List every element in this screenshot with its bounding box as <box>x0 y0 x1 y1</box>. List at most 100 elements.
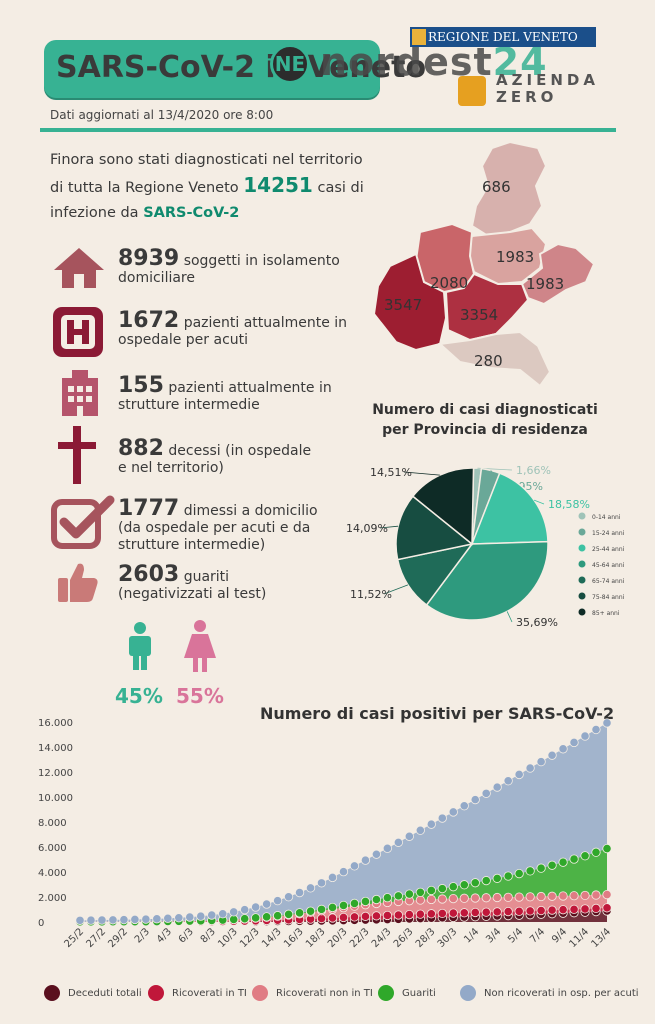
legend-label: Ricoverati non in TI <box>276 988 373 999</box>
pie-legend-label: 25-44 anni <box>592 546 625 553</box>
pie-data-label: 18,58% <box>548 498 590 511</box>
data-point <box>152 914 162 924</box>
data-point <box>481 876 491 886</box>
map-label-vicenza: 2080 <box>430 274 468 292</box>
data-point <box>327 872 338 883</box>
cases-area-chart: 0 2.000 4.000 6.000 8.000 10.000 12.000 14.000 1… <box>38 718 613 950</box>
pie-title-line1: Numero di casi diagnosticati <box>372 402 598 418</box>
x-tick-label: 26/3 <box>392 926 416 950</box>
data-point <box>174 913 184 923</box>
data-point <box>525 763 535 773</box>
data-point <box>514 869 524 879</box>
data-point <box>327 913 338 923</box>
data-point <box>316 913 327 924</box>
legend-dot <box>378 985 394 1001</box>
stat-value: 1777 <box>118 496 180 521</box>
data-point <box>459 908 469 918</box>
map-label-verona: 3547 <box>384 296 422 314</box>
map-label-treviso: 1983 <box>496 248 534 266</box>
data-point <box>196 911 206 921</box>
data-point <box>547 750 557 760</box>
stat-recovered: 2603 guariti (negativizzati al test) <box>118 564 308 603</box>
stat-label: pazienti attualmente in strutture interm… <box>118 380 332 413</box>
data-point <box>459 801 469 811</box>
pie-legend-dot <box>578 544 586 552</box>
zero-label: ZERO <box>496 88 558 106</box>
data-point <box>558 857 568 867</box>
data-point <box>547 905 557 915</box>
stat-value: 1672 <box>118 308 180 333</box>
data-point <box>338 900 349 911</box>
data-point <box>415 825 425 835</box>
data-point <box>569 737 579 748</box>
pie-leader-line <box>379 525 399 529</box>
data-point <box>492 873 502 883</box>
data-point <box>382 843 393 853</box>
data-point <box>338 912 349 923</box>
x-tick-label: 12/3 <box>238 926 262 950</box>
data-point <box>371 894 382 905</box>
total-cases: 14251 <box>243 173 313 197</box>
x-tick-label: 10/3 <box>216 926 240 950</box>
pie-data-label: 14,09% <box>346 522 388 535</box>
azienda-zero-logo: AZIENDA ZERO <box>496 72 599 106</box>
x-tick-label: 1/4 <box>462 926 481 945</box>
legend-dot <box>460 985 476 1001</box>
data-point <box>459 893 469 903</box>
data-point <box>503 892 513 902</box>
data-point <box>316 878 327 888</box>
virus-name: SARS-CoV-2 <box>143 205 240 221</box>
data-point <box>349 898 360 908</box>
x-tick-label: 11/4 <box>567 926 591 950</box>
x-tick-label: 22/3 <box>348 926 372 950</box>
lion-icon <box>412 29 426 45</box>
pie-legend-dot <box>578 608 586 616</box>
data-point <box>251 913 261 923</box>
update-timestamp: Dati aggiornati al 13/4/2020 ore 8:00 <box>50 108 274 122</box>
x-tick-label: 18/3 <box>304 926 328 950</box>
data-point <box>360 855 371 865</box>
data-point <box>218 909 228 919</box>
data-point <box>569 854 579 864</box>
data-point <box>273 911 283 921</box>
pie-legend-dot <box>578 528 586 536</box>
map-province-padova <box>444 272 530 342</box>
data-point <box>426 894 436 905</box>
data-point <box>448 807 458 817</box>
pie-legend-label: 45-64 anni <box>592 562 625 569</box>
data-point <box>415 909 425 919</box>
data-point <box>349 912 360 922</box>
data-point <box>602 903 612 913</box>
x-tick-label: 30/3 <box>436 926 460 950</box>
data-point <box>569 904 579 914</box>
data-point <box>602 844 612 854</box>
data-point <box>393 891 403 901</box>
data-point <box>536 757 546 767</box>
data-point <box>415 895 425 905</box>
male-percentage: 45% <box>115 684 163 708</box>
stat-hospital: 1672 pazienti attualmente in ospedale pe… <box>118 310 358 349</box>
data-point <box>426 909 436 919</box>
age-pie-chart: 1,66%3,95%18,58%35,69%11,52%14,09%14,51%… <box>346 464 625 629</box>
stat-discharged: 1777 dimessi a domicilio (da ospedale pe… <box>118 498 328 554</box>
y-tick-label: 12.000 <box>38 768 73 779</box>
pie-slice-85+anni <box>411 467 475 546</box>
x-tick-label: 25/2 <box>62 926 86 950</box>
azienda-label: AZIENDA <box>496 71 599 89</box>
map-province-rovigo <box>437 330 552 388</box>
checkbox-icon <box>51 495 115 549</box>
data-point <box>262 912 272 922</box>
data-point <box>240 914 250 924</box>
pie-legend-dot <box>578 592 586 600</box>
data-point <box>294 888 305 898</box>
data-point <box>393 910 403 920</box>
x-tick-label: 13/4 <box>589 926 613 950</box>
data-point <box>415 887 425 897</box>
data-point <box>591 847 601 857</box>
y-tick-label: 4.000 <box>38 868 67 879</box>
pie-slice-7584anni <box>395 495 474 561</box>
legend-dot <box>148 985 164 1001</box>
data-point <box>305 883 316 893</box>
data-point <box>426 819 436 829</box>
intro-middle: casi di infezione da <box>50 180 364 221</box>
